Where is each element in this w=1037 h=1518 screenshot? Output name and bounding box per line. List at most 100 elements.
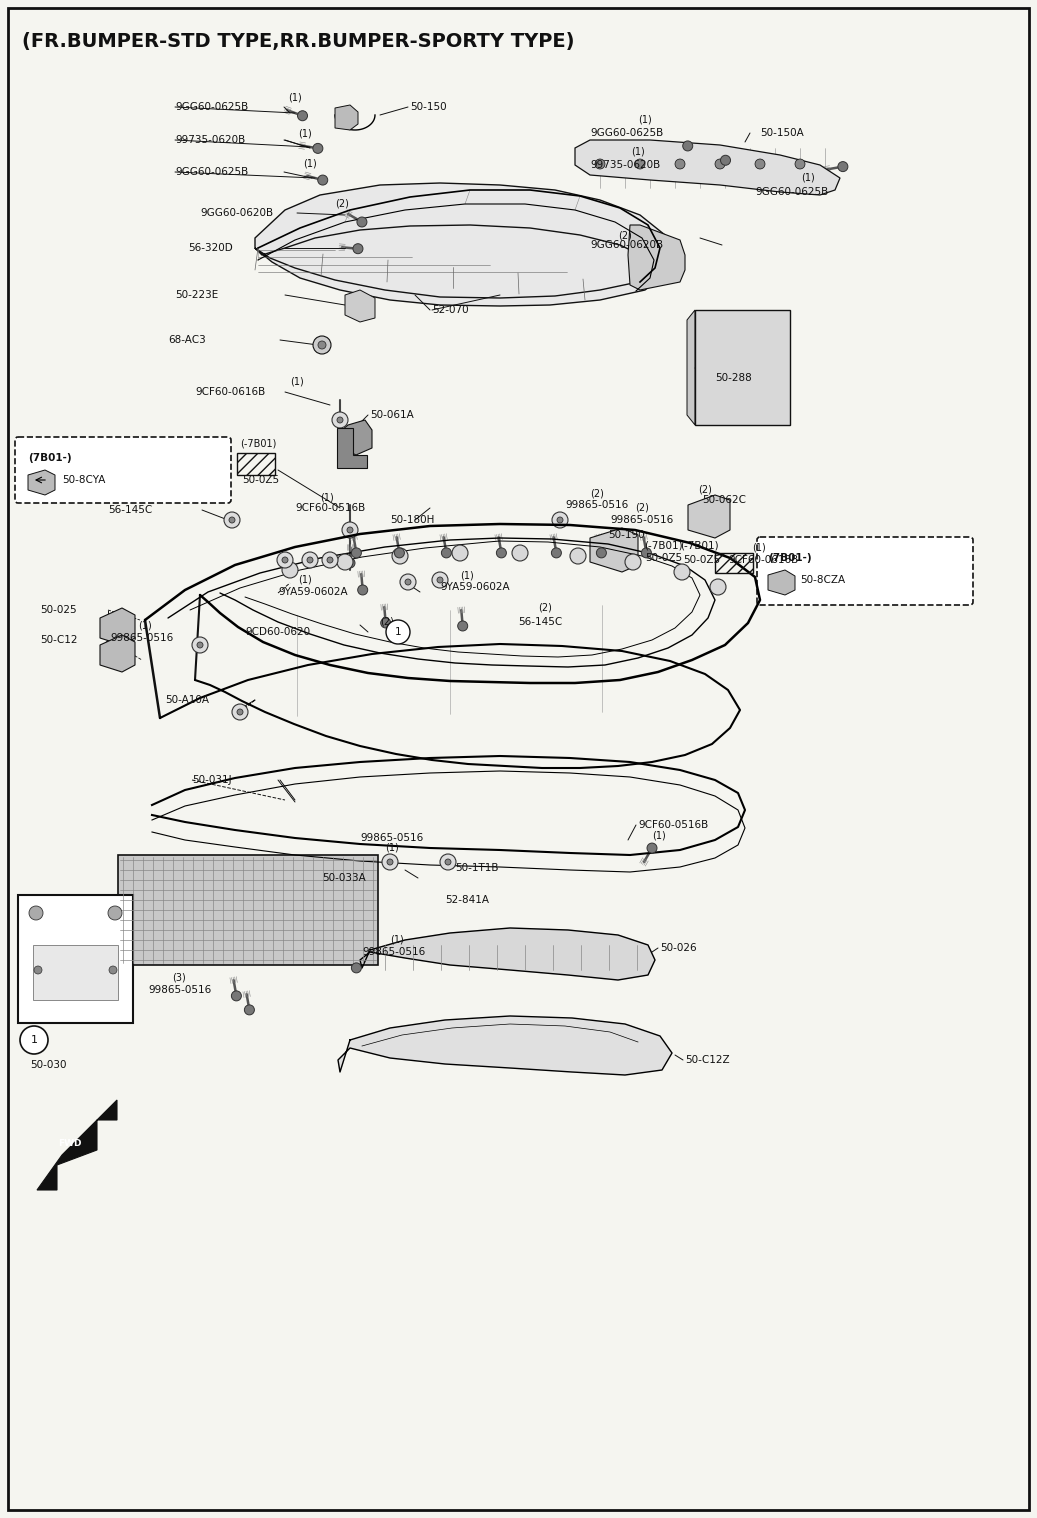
Circle shape bbox=[674, 565, 690, 580]
Bar bbox=[18, 896, 133, 1023]
Circle shape bbox=[635, 159, 645, 168]
Text: 9GG60-0620B: 9GG60-0620B bbox=[590, 240, 663, 250]
Circle shape bbox=[405, 578, 411, 584]
Text: 56-145C: 56-145C bbox=[108, 505, 152, 515]
Text: 50-031J: 50-031J bbox=[192, 776, 231, 785]
Circle shape bbox=[442, 548, 451, 559]
Text: 50-061A: 50-061A bbox=[370, 410, 414, 420]
Text: 9YA59-0602A: 9YA59-0602A bbox=[440, 581, 509, 592]
Text: (2): (2) bbox=[335, 197, 348, 208]
Circle shape bbox=[357, 217, 367, 228]
Circle shape bbox=[20, 1026, 48, 1053]
Text: (1): (1) bbox=[303, 158, 317, 168]
Text: (1): (1) bbox=[298, 128, 312, 138]
Circle shape bbox=[29, 906, 43, 920]
Text: (1): (1) bbox=[385, 842, 399, 853]
Circle shape bbox=[381, 618, 391, 628]
Text: 9CF60-0616B: 9CF60-0616B bbox=[195, 387, 265, 398]
Circle shape bbox=[313, 143, 323, 153]
Bar bbox=[33, 946, 118, 1000]
Text: (1): (1) bbox=[752, 543, 765, 553]
Text: 9CD60-0620: 9CD60-0620 bbox=[245, 627, 310, 638]
Text: (1): (1) bbox=[320, 493, 334, 502]
FancyBboxPatch shape bbox=[15, 437, 231, 502]
Circle shape bbox=[437, 577, 443, 583]
Circle shape bbox=[352, 548, 361, 559]
Circle shape bbox=[337, 554, 353, 569]
Circle shape bbox=[347, 527, 353, 533]
Polygon shape bbox=[37, 1101, 117, 1190]
Circle shape bbox=[342, 522, 358, 537]
Polygon shape bbox=[100, 635, 135, 672]
Text: 50-062C: 50-062C bbox=[702, 495, 746, 505]
FancyBboxPatch shape bbox=[757, 537, 973, 606]
Text: 9CF60-0516B: 9CF60-0516B bbox=[638, 820, 708, 830]
Circle shape bbox=[570, 548, 586, 565]
Text: 50-A10A: 50-A10A bbox=[165, 695, 209, 704]
Text: 50-0Z5: 50-0Z5 bbox=[683, 556, 720, 565]
Circle shape bbox=[625, 554, 641, 569]
Circle shape bbox=[327, 557, 333, 563]
Text: 50-1T1B: 50-1T1B bbox=[455, 864, 499, 873]
Circle shape bbox=[512, 545, 528, 562]
Polygon shape bbox=[255, 184, 672, 307]
Circle shape bbox=[34, 965, 43, 975]
Circle shape bbox=[838, 161, 848, 172]
Bar bbox=[237, 452, 275, 475]
Text: 1: 1 bbox=[30, 1035, 37, 1044]
Text: 50-180H: 50-180H bbox=[390, 515, 435, 525]
Text: (2): (2) bbox=[618, 231, 632, 240]
Circle shape bbox=[318, 342, 326, 349]
Text: 9GG60-0625B: 9GG60-0625B bbox=[175, 167, 248, 178]
Text: 50-8CYA: 50-8CYA bbox=[62, 475, 106, 484]
Polygon shape bbox=[337, 428, 367, 468]
Polygon shape bbox=[28, 471, 55, 495]
Text: 52-070: 52-070 bbox=[432, 305, 469, 316]
Circle shape bbox=[440, 855, 456, 870]
Circle shape bbox=[277, 553, 293, 568]
Polygon shape bbox=[688, 495, 730, 537]
Text: 68-AC3: 68-AC3 bbox=[168, 335, 205, 345]
Text: (2): (2) bbox=[590, 487, 604, 498]
Text: 56-145C: 56-145C bbox=[518, 616, 562, 627]
Text: (1): (1) bbox=[638, 115, 652, 124]
Text: 50-030: 50-030 bbox=[30, 1060, 66, 1070]
Circle shape bbox=[392, 548, 408, 565]
Circle shape bbox=[231, 991, 242, 1000]
Text: 99865-0516: 99865-0516 bbox=[565, 499, 628, 510]
Text: 99865-0516: 99865-0516 bbox=[610, 515, 673, 525]
Text: 50-026: 50-026 bbox=[660, 943, 697, 953]
Polygon shape bbox=[360, 927, 655, 981]
Text: (1): (1) bbox=[138, 619, 151, 630]
Polygon shape bbox=[100, 609, 135, 645]
Polygon shape bbox=[574, 140, 840, 194]
Text: 1: 1 bbox=[395, 627, 401, 638]
Text: (3): (3) bbox=[172, 973, 186, 984]
Text: (2): (2) bbox=[380, 616, 394, 627]
Polygon shape bbox=[628, 225, 685, 290]
Circle shape bbox=[332, 411, 348, 428]
Circle shape bbox=[445, 859, 451, 865]
Circle shape bbox=[353, 244, 363, 254]
Circle shape bbox=[345, 559, 355, 568]
Circle shape bbox=[387, 859, 393, 865]
Circle shape bbox=[197, 642, 203, 648]
Circle shape bbox=[682, 141, 693, 150]
Text: (1): (1) bbox=[298, 575, 312, 584]
Circle shape bbox=[109, 965, 117, 975]
Text: (1): (1) bbox=[288, 93, 302, 102]
Circle shape bbox=[232, 704, 248, 720]
Text: 50-C12Z: 50-C12Z bbox=[685, 1055, 730, 1066]
Text: (1): (1) bbox=[460, 569, 474, 580]
Text: (7B01-): (7B01-) bbox=[28, 452, 72, 463]
Circle shape bbox=[497, 548, 506, 559]
Text: 50-0Z5: 50-0Z5 bbox=[645, 553, 682, 563]
Text: 9GG60-0625B: 9GG60-0625B bbox=[175, 102, 248, 112]
Circle shape bbox=[313, 335, 331, 354]
Circle shape bbox=[382, 855, 398, 870]
Circle shape bbox=[457, 621, 468, 631]
Text: 50-150A: 50-150A bbox=[760, 128, 804, 138]
Text: (2): (2) bbox=[538, 603, 552, 613]
Text: 50-150: 50-150 bbox=[410, 102, 447, 112]
Circle shape bbox=[386, 619, 410, 644]
